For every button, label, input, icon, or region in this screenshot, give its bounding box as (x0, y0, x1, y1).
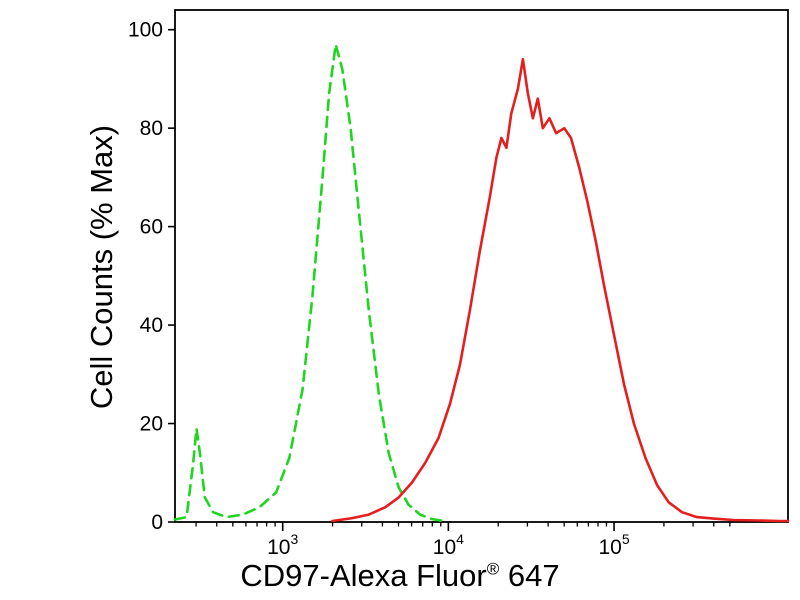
x-axis-title-text: CD97-Alexa Fluor (240, 558, 487, 593)
plot-border (174, 9, 789, 523)
registered-mark: ® (486, 559, 500, 579)
y-tick-label: 0 (151, 511, 163, 534)
x-tick-label: 104 (433, 531, 464, 559)
x-tick-label: 105 (598, 531, 629, 559)
y-tick-label: 80 (140, 117, 163, 140)
y-tick-label: 40 (140, 314, 163, 337)
x-axis-title-suffix: 647 (499, 558, 560, 593)
y-tick-label: 60 (140, 216, 163, 239)
x-tick-label: 103 (267, 531, 298, 559)
x-axis-title: CD97-Alexa Fluor® 647 (0, 558, 800, 594)
y-tick-label: 20 (140, 413, 163, 436)
curve-green-dashed (173, 43, 445, 523)
curve-red-solid (331, 57, 790, 523)
y-tick-label: 100 (128, 19, 163, 42)
